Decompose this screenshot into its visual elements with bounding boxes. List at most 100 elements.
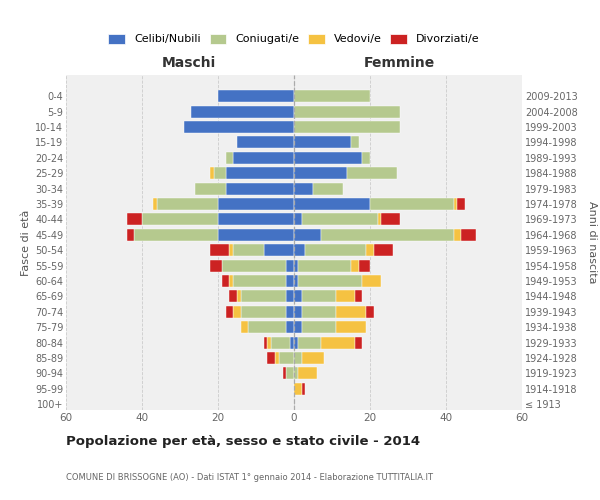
Bar	[241, 306, 286, 318]
Bar	[241, 321, 248, 333]
Bar	[313, 182, 343, 194]
Bar	[226, 182, 294, 194]
Bar	[211, 260, 222, 272]
Bar	[294, 198, 370, 210]
Bar	[302, 321, 336, 333]
Bar	[233, 152, 294, 164]
Bar	[214, 167, 226, 179]
Bar	[286, 368, 294, 380]
Bar	[218, 229, 294, 241]
Bar	[294, 152, 362, 164]
Bar	[294, 106, 400, 118]
Bar	[290, 336, 294, 348]
Bar	[362, 152, 370, 164]
Bar	[184, 121, 294, 133]
Bar	[134, 229, 218, 241]
Legend: Celibi/Nubili, Coniugati/e, Vedovi/e, Divorziati/e: Celibi/Nubili, Coniugati/e, Vedovi/e, Di…	[109, 34, 479, 44]
Bar	[286, 290, 294, 302]
Bar	[366, 306, 374, 318]
Bar	[294, 121, 400, 133]
Bar	[305, 244, 366, 256]
Bar	[226, 306, 233, 318]
Bar	[286, 321, 294, 333]
Bar	[302, 383, 305, 395]
Bar	[241, 290, 286, 302]
Y-axis label: Fasce di età: Fasce di età	[20, 210, 31, 276]
Bar	[233, 244, 263, 256]
Bar	[229, 244, 233, 256]
Bar	[286, 306, 294, 318]
Bar	[362, 275, 382, 287]
Bar	[229, 275, 233, 287]
Bar	[359, 260, 370, 272]
Bar	[191, 106, 294, 118]
Bar	[195, 182, 226, 194]
Bar	[351, 136, 359, 148]
Bar	[347, 167, 397, 179]
Bar	[268, 336, 271, 348]
Bar	[211, 167, 214, 179]
Bar	[302, 306, 336, 318]
Bar	[298, 260, 351, 272]
Bar	[294, 244, 305, 256]
Bar	[336, 306, 366, 318]
Bar	[377, 214, 382, 226]
Bar	[454, 229, 461, 241]
Bar	[355, 290, 362, 302]
Bar	[294, 290, 302, 302]
Bar	[382, 214, 400, 226]
Bar	[320, 229, 454, 241]
Bar	[294, 136, 351, 148]
Bar	[374, 244, 393, 256]
Bar	[302, 290, 336, 302]
Bar	[298, 368, 317, 380]
Bar	[302, 214, 377, 226]
Bar	[294, 306, 302, 318]
Bar	[294, 352, 302, 364]
Y-axis label: Anni di nascita: Anni di nascita	[587, 201, 597, 284]
Bar	[233, 275, 286, 287]
Bar	[157, 198, 218, 210]
Bar	[263, 336, 268, 348]
Bar	[283, 368, 286, 380]
Text: Popolazione per età, sesso e stato civile - 2014: Popolazione per età, sesso e stato civil…	[66, 435, 420, 448]
Bar	[154, 198, 157, 210]
Bar	[320, 336, 355, 348]
Bar	[127, 229, 134, 241]
Bar	[294, 368, 298, 380]
Bar	[142, 214, 218, 226]
Bar	[294, 275, 298, 287]
Bar	[226, 167, 294, 179]
Bar	[237, 136, 294, 148]
Bar	[211, 244, 229, 256]
Bar	[366, 244, 374, 256]
Bar	[294, 214, 302, 226]
Text: COMUNE DI BRISSOGNE (AO) - Dati ISTAT 1° gennaio 2014 - Elaborazione TUTTITALIA.: COMUNE DI BRISSOGNE (AO) - Dati ISTAT 1°…	[66, 472, 433, 482]
Bar	[275, 352, 279, 364]
Bar	[336, 321, 366, 333]
Bar	[294, 182, 313, 194]
Bar	[355, 336, 362, 348]
Bar	[127, 214, 142, 226]
Bar	[218, 90, 294, 102]
Bar	[294, 167, 347, 179]
Bar	[457, 198, 465, 210]
Bar	[351, 260, 359, 272]
Bar	[222, 260, 286, 272]
Bar	[302, 352, 325, 364]
Bar	[294, 229, 320, 241]
Bar	[336, 290, 355, 302]
Bar	[263, 244, 294, 256]
Bar	[279, 352, 294, 364]
Bar	[268, 352, 275, 364]
Bar	[294, 383, 302, 395]
Bar	[248, 321, 286, 333]
Bar	[237, 290, 241, 302]
Bar	[298, 336, 320, 348]
Text: Maschi: Maschi	[162, 56, 216, 70]
Bar	[226, 152, 233, 164]
Bar	[294, 321, 302, 333]
Bar	[370, 198, 454, 210]
Bar	[286, 260, 294, 272]
Bar	[271, 336, 290, 348]
